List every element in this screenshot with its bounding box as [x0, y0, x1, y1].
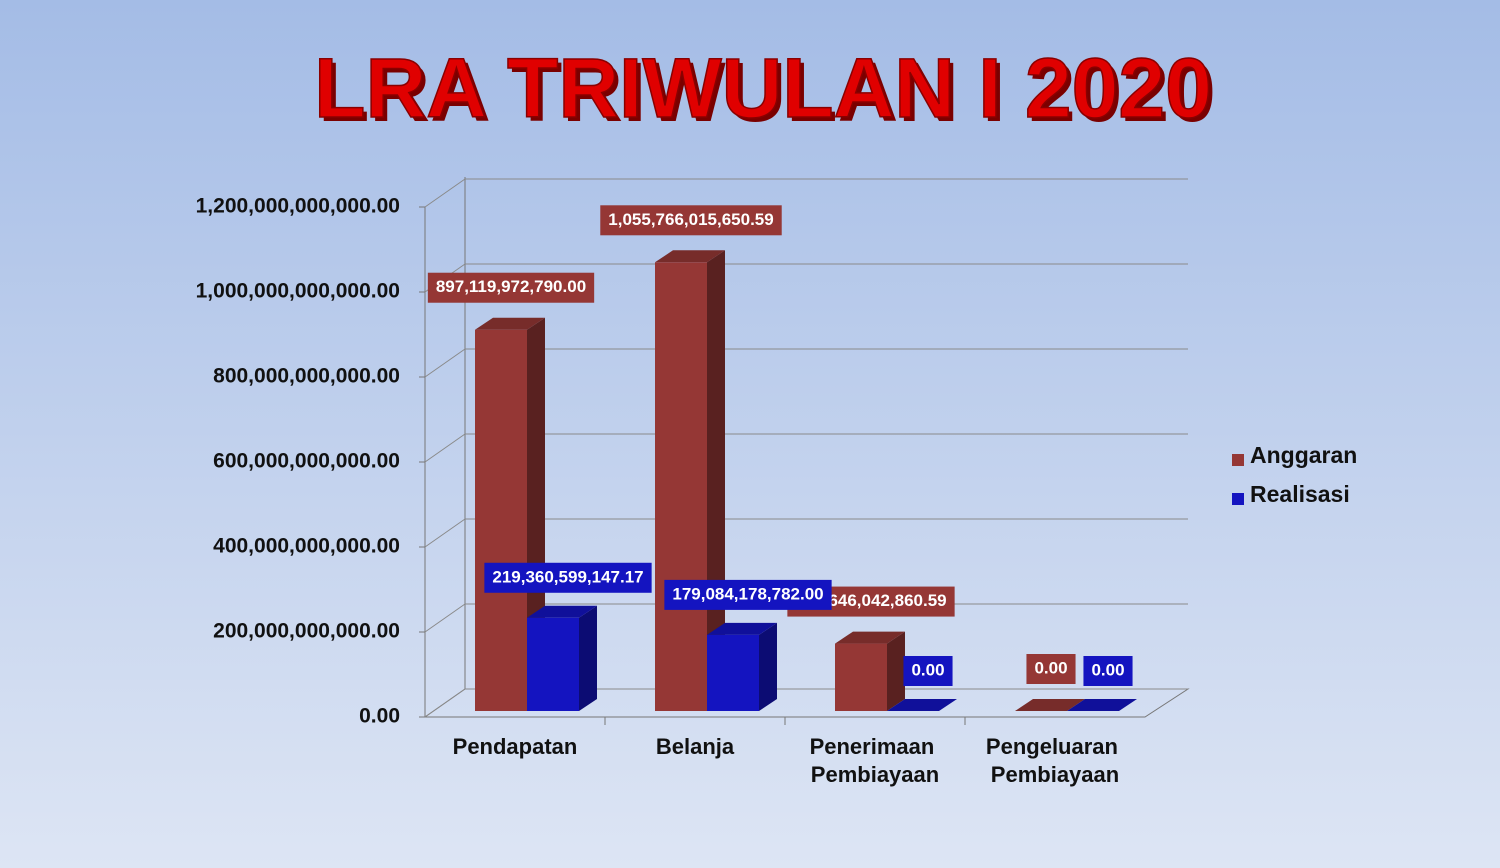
- legend-label: Anggaran: [1250, 442, 1357, 468]
- bar-top: [887, 699, 957, 711]
- value-label-text: 219,360,599,147.17: [492, 567, 643, 586]
- x-tick-label-line: Pembiayaan: [991, 762, 1119, 787]
- bar-top: [1015, 699, 1085, 711]
- legend-swatch: [1232, 454, 1244, 466]
- bar: [835, 643, 887, 711]
- x-tick-label: Pendapatan: [453, 734, 578, 759]
- y-tick-label: 1,000,000,000,000.00: [196, 280, 400, 303]
- value-label: 897,119,972,790.00: [427, 272, 595, 303]
- bar-top: [527, 605, 597, 618]
- value-label-box: [664, 579, 832, 610]
- value-label: 0.00: [1083, 656, 1133, 686]
- bar-side: [759, 622, 777, 711]
- y-tick-label: 0.00: [359, 705, 400, 728]
- x-tick-label-line: Pengeluaran: [986, 734, 1124, 759]
- y-tick-label: 800,000,000,000.00: [213, 365, 400, 388]
- y-tick-label: 200,000,000,000.00: [213, 620, 400, 643]
- bar-side: [887, 631, 905, 711]
- grid-line-side: [424, 178, 466, 208]
- bar-top: [835, 631, 905, 644]
- bar: [707, 634, 759, 711]
- value-label: 179,084,178,782.00: [664, 579, 832, 610]
- grid-line-side: [424, 433, 466, 463]
- x-tick-label: Belanja: [656, 734, 735, 759]
- value-label: 0.00: [1026, 654, 1076, 684]
- grid-line-side: [424, 348, 466, 378]
- value-label: 219,360,599,147.17: [484, 562, 652, 593]
- value-label-text: 0.00: [1034, 658, 1067, 677]
- y-tick-label: 600,000,000,000.00: [213, 450, 400, 473]
- bar-top: [655, 250, 725, 263]
- value-label-box: [1026, 654, 1076, 684]
- grid-line-side: [424, 603, 466, 633]
- bar-top: [707, 622, 777, 635]
- x-tick-label: Pengeluaran Pembiayaan: [986, 734, 1124, 787]
- value-label-box: [600, 205, 782, 236]
- grid-line-side: [424, 518, 466, 548]
- value-label-text: 179,084,178,782.00: [672, 584, 823, 603]
- legend-label: Realisasi: [1250, 481, 1350, 507]
- legend-swatch: [1232, 493, 1244, 505]
- y-tick-label: 1,200,000,000,000.00: [196, 195, 400, 218]
- x-tick-label-line: Penerimaan: [810, 734, 941, 759]
- value-label-text: 897,119,972,790.00: [436, 277, 586, 296]
- value-label-box: [903, 656, 953, 686]
- bar: [475, 329, 527, 711]
- bar-side: [579, 605, 597, 711]
- chart-title: LRA TRIWULAN I 2020: [314, 41, 1212, 135]
- value-label-text: 1,055,766,015,650.59: [608, 210, 773, 229]
- bar: [527, 617, 579, 711]
- value-label-box: [427, 272, 595, 303]
- bar: [655, 262, 707, 711]
- x-tick-label: Penerimaan Pembiayaan: [810, 734, 941, 787]
- x-tick-label-line: Pembiayaan: [811, 762, 939, 787]
- value-label: 1,055,766,015,650.59: [600, 205, 782, 236]
- bar-top: [1067, 699, 1137, 711]
- bar-top: [475, 317, 545, 330]
- value-label-text: 158,646,042,860.59: [795, 591, 946, 610]
- y-tick-label: 400,000,000,000.00: [213, 535, 400, 558]
- value-label: 0.00: [903, 656, 953, 686]
- value-label-text: 0.00: [1091, 660, 1124, 679]
- value-label-box: [484, 562, 652, 593]
- chart-title-shadow: LRA TRIWULAN I 2020: [318, 45, 1216, 139]
- value-label-box: [1083, 656, 1133, 686]
- grid-line-side: [424, 688, 466, 718]
- value-label-text: 0.00: [911, 660, 944, 679]
